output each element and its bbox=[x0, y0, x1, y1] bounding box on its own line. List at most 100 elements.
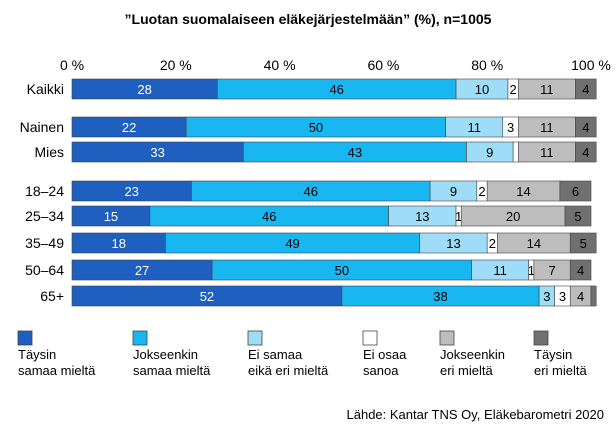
category-label: 35–49 bbox=[25, 235, 64, 251]
data-label: 23 bbox=[124, 184, 138, 199]
data-label: 38 bbox=[433, 289, 447, 304]
data-label: 2 bbox=[478, 184, 485, 199]
data-label: 20 bbox=[506, 209, 520, 224]
bar-row: Kaikki 28 46 10 2 11 4 bbox=[27, 78, 597, 100]
data-label: 52 bbox=[200, 289, 214, 304]
legend-swatch bbox=[247, 330, 263, 346]
data-label: 50 bbox=[335, 263, 349, 278]
legend-swatch bbox=[439, 330, 455, 346]
data-label: 9 bbox=[450, 184, 457, 199]
legend-label: samaa mieltä bbox=[133, 363, 211, 378]
data-label: 3 bbox=[543, 289, 550, 304]
data-label: 49 bbox=[285, 236, 299, 251]
x-tick-label: 0 % bbox=[60, 57, 84, 73]
bar-segment bbox=[569, 232, 597, 254]
data-label: 18 bbox=[111, 236, 125, 251]
legend-label: Jokseenkin bbox=[440, 347, 505, 362]
x-tick-label: 80 % bbox=[471, 57, 503, 73]
bar-row: 50–64 27 50 11 1 7 4 bbox=[25, 259, 592, 281]
data-label: 11 bbox=[540, 145, 554, 160]
bar-row: Nainen 22 50 11 3 11 4 bbox=[20, 116, 597, 138]
legend-label: Täysin bbox=[18, 347, 56, 362]
category-label: Nainen bbox=[20, 119, 64, 135]
x-axis-ticks: 0 % 20 % 40 % 60 % 80 % 100 % bbox=[60, 57, 611, 73]
bar-row: 18–24 23 46 9 2 14 6 bbox=[25, 180, 592, 202]
data-label: 5 bbox=[580, 236, 587, 251]
data-label: 4 bbox=[582, 145, 589, 160]
data-label: 22 bbox=[122, 120, 136, 135]
category-label: 65+ bbox=[40, 288, 64, 304]
legend-label: samaa mieltä bbox=[18, 363, 96, 378]
legend-swatch bbox=[533, 330, 549, 346]
data-label: 46 bbox=[262, 209, 276, 224]
data-label: 4 bbox=[582, 82, 589, 97]
legend-label: Jokseenkin bbox=[133, 347, 198, 362]
bar-row: 65+ 52 38 3 3 4 bbox=[40, 285, 597, 307]
data-label: 5 bbox=[574, 209, 581, 224]
x-tick-label: 40 % bbox=[264, 57, 296, 73]
data-label: 46 bbox=[304, 184, 318, 199]
data-label: 15 bbox=[104, 209, 118, 224]
legend-swatch bbox=[362, 330, 378, 346]
bar-segment bbox=[569, 259, 592, 281]
data-label: 14 bbox=[527, 236, 541, 251]
legend-label: Ei samaa bbox=[248, 347, 303, 362]
category-label: Mies bbox=[34, 144, 64, 160]
data-label: 14 bbox=[516, 184, 530, 199]
legend-label: sanoa bbox=[363, 363, 399, 378]
legend-label: eri mieltä bbox=[534, 363, 588, 378]
bar-segment bbox=[590, 285, 597, 307]
data-label: 50 bbox=[309, 120, 323, 135]
legend-swatch bbox=[132, 330, 148, 346]
bar-segment bbox=[512, 141, 519, 163]
data-label: 3 bbox=[507, 120, 514, 135]
data-label: 43 bbox=[348, 145, 362, 160]
data-label: 46 bbox=[329, 82, 343, 97]
category-label: Kaikki bbox=[27, 81, 64, 97]
chart-title: ”Luotan suomalaiseen eläkejärjestelmään”… bbox=[125, 11, 492, 27]
data-label: 13 bbox=[446, 236, 460, 251]
data-label: 9 bbox=[486, 145, 493, 160]
data-label: 1 bbox=[455, 209, 462, 224]
category-label: 50–64 bbox=[25, 262, 64, 278]
data-label: 11 bbox=[467, 120, 481, 135]
bar-row: 25–34 15 46 13 1 20 5 bbox=[25, 205, 592, 227]
category-label: 18–24 bbox=[25, 183, 64, 199]
data-label: 11 bbox=[540, 82, 554, 97]
data-label: 4 bbox=[577, 289, 584, 304]
x-tick-label: 100 % bbox=[571, 57, 611, 73]
data-label: 1 bbox=[528, 263, 535, 278]
bar-segment bbox=[559, 180, 592, 202]
data-label: 6 bbox=[572, 184, 579, 199]
data-label: 4 bbox=[577, 263, 584, 278]
x-tick-label: 60 % bbox=[367, 57, 399, 73]
bar-segment bbox=[575, 141, 597, 163]
data-label: 13 bbox=[415, 209, 429, 224]
data-label: 2 bbox=[510, 82, 517, 97]
data-label: 27 bbox=[135, 263, 149, 278]
data-label: 10 bbox=[475, 82, 489, 97]
legend-swatch bbox=[17, 330, 33, 346]
bar-segment bbox=[564, 205, 592, 227]
category-label: 25–34 bbox=[25, 208, 64, 224]
x-tick-label: 20 % bbox=[160, 57, 192, 73]
source-note: Lähde: Kantar TNS Oy, Eläkebarometri 202… bbox=[347, 407, 605, 422]
data-label: 7 bbox=[548, 263, 555, 278]
data-label: 28 bbox=[137, 82, 151, 97]
data-label: 3 bbox=[559, 289, 566, 304]
data-label: 33 bbox=[150, 145, 164, 160]
bar-row: Mies 33 43 9 11 4 bbox=[34, 141, 597, 163]
legend-label: eri mieltä bbox=[440, 363, 494, 378]
legend-label: eikä eri mieltä bbox=[248, 363, 329, 378]
legend-label: Ei osaa bbox=[363, 347, 407, 362]
legend-label: Täysin bbox=[534, 347, 572, 362]
data-label: 11 bbox=[493, 263, 507, 278]
